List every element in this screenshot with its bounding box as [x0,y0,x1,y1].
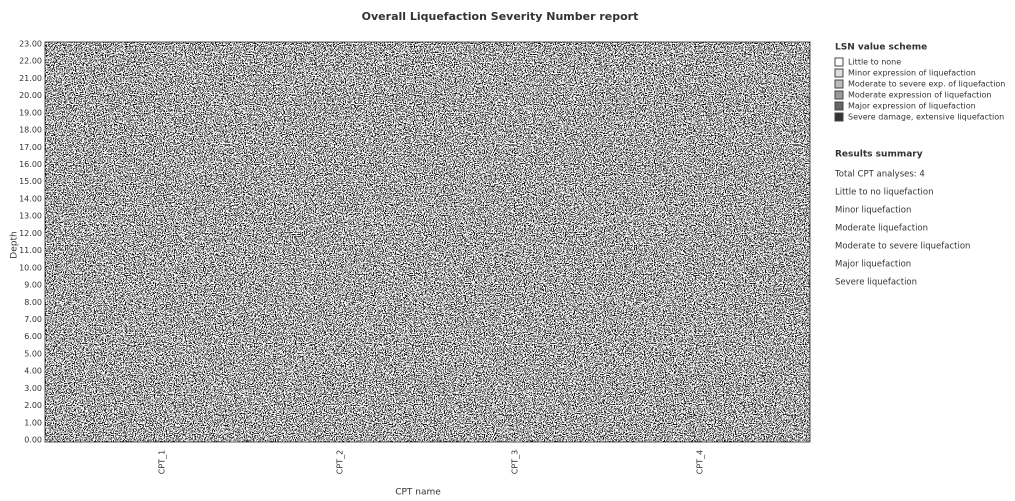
legend-label: Minor expression of liquefaction [848,69,976,78]
y-tick-label: 23.00 [19,40,42,49]
legend-swatch [834,68,844,78]
y-axis-title: Depth [10,231,20,258]
chart-title: Overall Liquefaction Severity Number rep… [362,10,639,23]
y-tick-label: 11.00 [19,246,42,255]
y-tick-label: 2.00 [24,401,42,410]
legend-swatch [834,57,844,67]
y-tick-label: 16.00 [19,160,42,169]
legend-title: LSN value scheme [835,43,927,53]
y-tick-label: 20.00 [19,91,42,100]
y-tick-label: 7.00 [24,315,42,324]
legend-swatch [834,79,844,89]
summary-item: Moderate to severe liquefaction [835,242,970,252]
summary-item: Minor liquefaction [835,206,911,216]
y-tick-label: 0.00 [24,436,42,445]
y-tick-label: 12.00 [19,229,42,238]
legend-swatch [834,90,844,100]
legend-label: Severe damage, extensive liquefaction [848,113,1004,122]
summary-title: Results summary [835,150,923,160]
y-tick-label: 6.00 [24,332,42,341]
legend-swatch [834,101,844,111]
y-tick-label: 3.00 [24,384,42,393]
summary-item: Moderate liquefaction [835,224,928,234]
y-tick-label: 19.00 [19,108,42,117]
x-axis-title: CPT name [395,488,441,498]
x-tick-label: CPT_2 [336,450,345,474]
x-tick-label: CPT_3 [511,450,520,474]
y-tick-label: 13.00 [19,212,42,221]
y-tick-label: 15.00 [19,177,42,186]
legend-label: Little to none [848,58,901,67]
y-tick-label: 8.00 [24,298,42,307]
summary-item: Major liquefaction [835,260,911,270]
x-tick-label: CPT_1 [158,450,167,474]
y-tick-label: 22.00 [19,57,42,66]
summary-item: Severe liquefaction [835,278,917,288]
x-tick-label: CPT_4 [696,450,705,474]
y-tick-label: 9.00 [24,281,42,290]
plot-texture [45,42,810,442]
y-tick-label: 18.00 [19,126,42,135]
summary-item: Little to no liquefaction [835,188,933,198]
y-tick-label: 5.00 [24,349,42,358]
y-tick-label: 1.00 [24,418,42,427]
legend-swatch [834,112,844,122]
y-tick-label: 4.00 [24,367,42,376]
y-tick-label: 21.00 [19,74,42,83]
summary-item: Total CPT analyses: 4 [834,170,925,180]
y-tick-label: 10.00 [19,263,42,272]
legend-label: Moderate expression of liquefaction [848,91,992,100]
y-tick-label: 14.00 [19,194,42,203]
legend-label: Moderate to severe exp. of liquefaction [848,80,1005,89]
y-tick-label: 17.00 [19,143,42,152]
legend-label: Major expression of liquefaction [848,102,976,111]
